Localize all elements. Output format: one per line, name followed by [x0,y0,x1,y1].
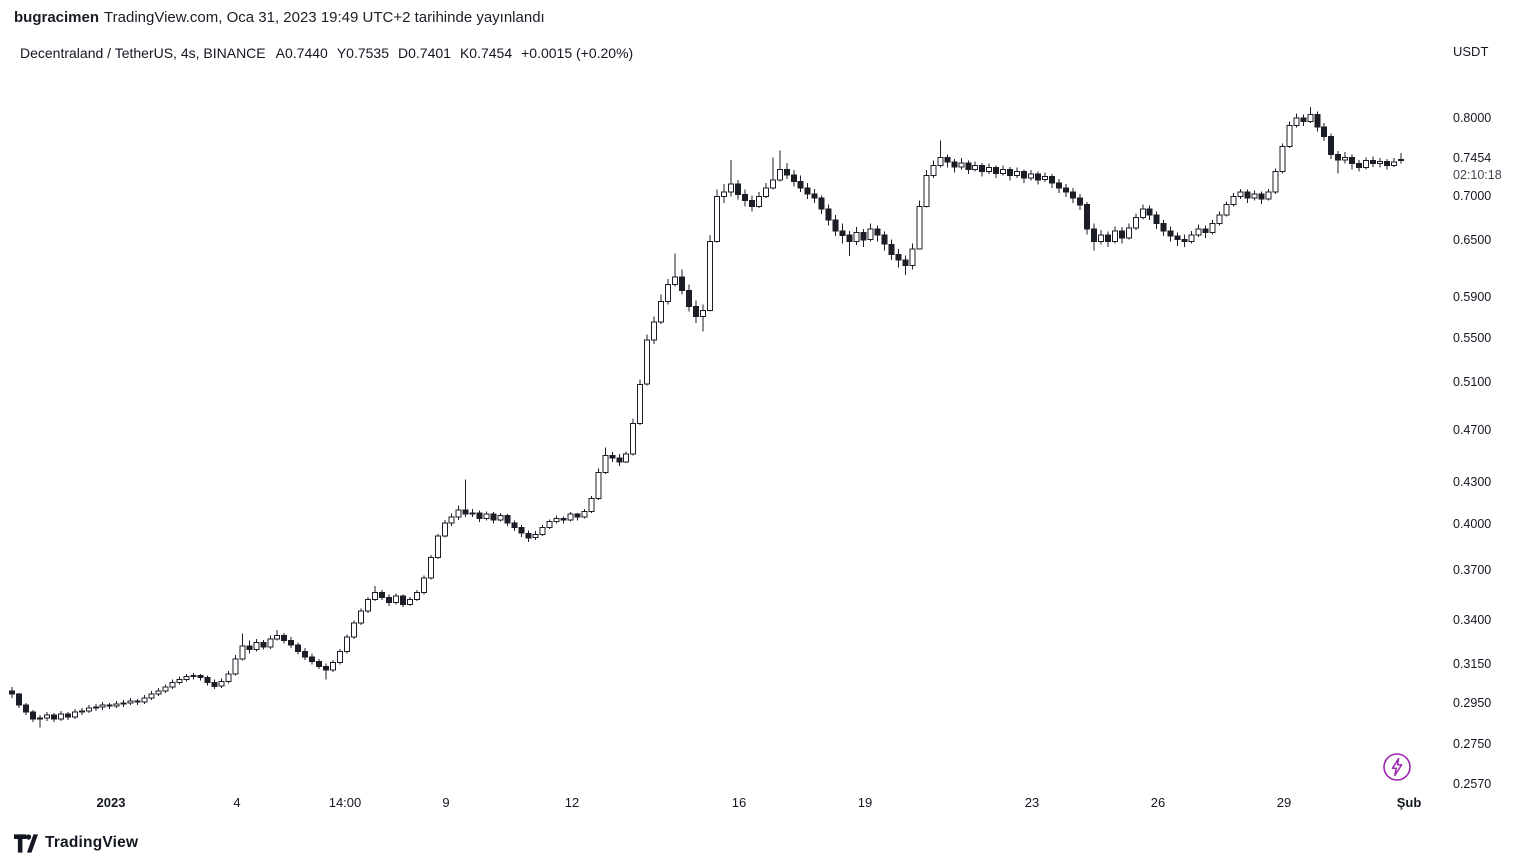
price-axis-label: 0.8000 [1453,111,1492,125]
change-value: +0.0015 (+0.20%) [521,45,634,61]
author-name[interactable]: bugracimen [14,8,100,26]
bar-countdown: 02:10:18 [1453,168,1502,182]
time-axis-label: 19 [857,795,873,810]
price-axis-label: 0.4300 [1453,475,1492,489]
close-value: 0.7454 [469,45,513,61]
footer: TradingView [14,830,138,856]
low-label: D [397,45,409,61]
time-axis-label: 23 [1024,795,1040,810]
chart-area[interactable]: Decentraland / TetherUS, 4s, BINANCE A0.7… [0,34,1444,792]
price-axis-label: 0.5100 [1453,375,1492,389]
time-axis-label: 29 [1276,795,1292,810]
price-axis-label: 0.3400 [1453,613,1492,627]
tradingview-logo[interactable] [14,833,38,853]
time-axis-label: 12 [564,795,580,810]
publish-bar: bugracimen TradingView.com, Oca 31, 2023… [0,0,1536,34]
price-axis-label: 0.4700 [1453,423,1492,437]
time-axis-label: 2023 [96,795,126,810]
price-axis-label: 0.5500 [1453,331,1492,345]
symbol-legend: Decentraland / TetherUS, 4s, BINANCE A0.7… [20,45,642,61]
close-label: K [459,45,470,61]
time-axis-label: 4 [233,795,241,810]
low-value: 0.7401 [408,45,451,61]
price-axis-label: 0.2570 [1453,777,1492,791]
publish-text: TradingView.com, Oca 31, 2023 19:49 UTC+… [104,8,545,26]
high-label: Y [336,45,347,61]
open-value: 0.7440 [284,45,328,61]
quote-currency-label: USDT [1453,44,1489,59]
current-price: 0.7454 [1453,151,1492,165]
price-axis-label: 0.3150 [1453,657,1492,671]
time-axis-label: 14:00 [328,795,362,810]
candlestick-chart[interactable] [0,34,1444,792]
price-axis-label: 0.5900 [1453,290,1492,304]
footer-brand[interactable]: TradingView [45,834,139,851]
current-price-badge: 0.7454 02:10:18 [1453,150,1502,184]
lightning-button[interactable] [1382,752,1412,782]
price-axis-label: 0.6500 [1453,233,1492,247]
price-axis[interactable]: USDT 0.7454 02:10:18 0.8000 0.7000 0.6500 0… [1444,34,1536,792]
price-axis-label: 0.3700 [1453,563,1492,577]
price-axis-label: 0.2950 [1453,696,1492,710]
price-axis-label: 0.7000 [1453,189,1492,203]
price-axis-label: 0.2750 [1453,737,1492,751]
time-axis-label: 26 [1150,795,1166,810]
price-axis-label: 0.4000 [1453,517,1492,531]
time-axis-label: 9 [442,795,450,810]
high-value: 0.7535 [346,45,389,61]
time-axis-label: 16 [731,795,747,810]
time-axis-label: Şub [1396,795,1422,810]
lightning-icon [1383,753,1411,781]
time-axis[interactable]: 2023 4 14:00 9 12 16 19 23 26 29 Şub [0,792,1444,822]
symbol-title[interactable]: Decentraland / TetherUS, 4s, BINANCE [20,45,266,61]
open-label: A [275,45,285,61]
